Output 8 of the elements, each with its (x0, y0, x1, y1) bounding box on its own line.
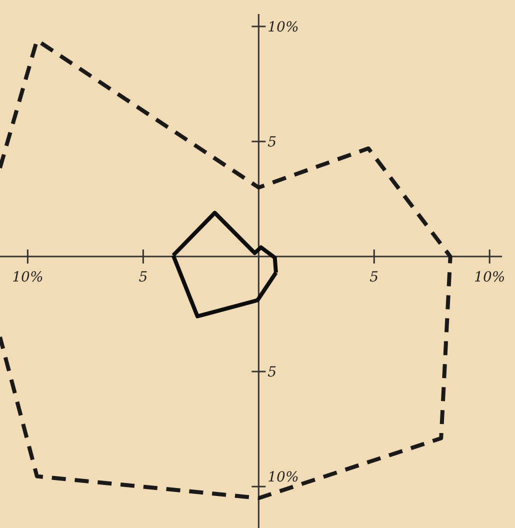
y-tick-label: 5 (268, 364, 277, 381)
x-tick-label: 10% (474, 270, 506, 286)
x-tick-label: 5 (138, 270, 148, 286)
x-tick-label: 5 (370, 270, 379, 286)
y-tick-label: 10% (268, 470, 299, 486)
x-tick-label: 10% (12, 270, 44, 286)
y-tick-label: 5 (268, 134, 277, 150)
y-tick-label: 10% (268, 19, 299, 36)
